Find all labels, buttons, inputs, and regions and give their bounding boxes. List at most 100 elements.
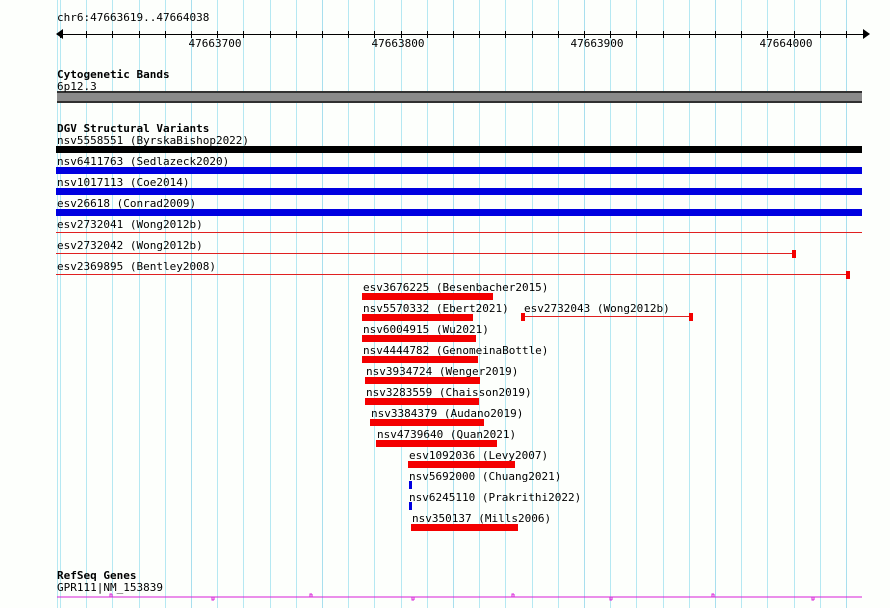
- variant-bar-nsv6411763[interactable]: [56, 167, 862, 174]
- variant-cap-right-esv2732043: [689, 313, 693, 321]
- variant-label-nsv1017113[interactable]: nsv1017113 (Coe2014): [57, 176, 190, 189]
- ruler-tick: [374, 31, 375, 38]
- gridline: [715, 0, 716, 608]
- gridline: [689, 0, 690, 608]
- axis-left-arrow-icon: [56, 29, 63, 39]
- variant-bar-nsv350137[interactable]: [411, 524, 518, 531]
- gridline: [374, 0, 375, 608]
- variant-label-nsv350137[interactable]: nsv350137 (Mills2006): [412, 512, 552, 525]
- variant-bar-nsv4739640[interactable]: [376, 440, 497, 447]
- ruler-tick-label: 47663800: [371, 37, 425, 50]
- gridline: [767, 0, 768, 608]
- ruler-tick: [60, 31, 61, 38]
- variant-label-esv3676225[interactable]: esv3676225 (Besenbacher2015): [363, 281, 549, 294]
- ruler-tick: [820, 31, 821, 38]
- variant-bar-nsv3934724[interactable]: [365, 377, 480, 384]
- gridline: [636, 0, 637, 608]
- variant-label-esv2732041[interactable]: esv2732041 (Wong2012b): [57, 218, 203, 231]
- gridline: [112, 0, 113, 608]
- variant-bar-esv1092036[interactable]: [408, 461, 515, 468]
- variant-line-esv2369895[interactable]: [56, 274, 850, 275]
- locus-label: chr6:47663619..47664038: [57, 11, 210, 24]
- variant-label-nsv3384379[interactable]: nsv3384379 (Audano2019): [371, 407, 524, 420]
- ruler-tick: [610, 31, 611, 38]
- variant-label-esv26618[interactable]: esv26618 (Conrad2009): [57, 197, 197, 210]
- section-title-refseq-genes: RefSeq Genes: [57, 569, 137, 582]
- variant-label-nsv4739640[interactable]: nsv4739640 (Quan2021): [377, 428, 517, 441]
- ruler-tick: [139, 31, 140, 38]
- variant-label-nsv3934724[interactable]: nsv3934724 (Wenger2019): [366, 365, 519, 378]
- variant-label-nsv6004915[interactable]: nsv6004915 (Wu2021): [363, 323, 489, 336]
- gridline: [558, 0, 559, 608]
- variant-label-esv2369895[interactable]: esv2369895 (Bentley2008): [57, 260, 216, 273]
- ruler-tick: [191, 31, 192, 38]
- ruler-tick: [217, 31, 218, 38]
- gene-model-GPR111|NM_153839[interactable]: [0, 588, 890, 606]
- section-title-cytogenetic-bands: Cytogenetic Bands: [57, 68, 170, 81]
- variant-label-esv1092036[interactable]: esv1092036 (Levy2007): [409, 449, 549, 462]
- variant-cap-right-esv2732042: [792, 250, 796, 258]
- variant-bar-esv26618[interactable]: [56, 209, 862, 216]
- ruler-tick: [165, 31, 166, 38]
- ruler-tick: [270, 31, 271, 38]
- ruler-tick: [846, 31, 847, 38]
- gridline: [86, 0, 87, 608]
- variant-bar-nsv5558551[interactable]: [56, 146, 862, 153]
- variant-label-nsv4444782[interactable]: nsv4444782 (GenomeinaBottle): [363, 344, 549, 357]
- gridline: [191, 0, 192, 608]
- gridline: [322, 0, 323, 608]
- ruler-tick: [112, 31, 113, 38]
- axis-right-arrow-icon: [863, 29, 870, 39]
- variant-label-nsv5558551[interactable]: nsv5558551 (ByrskaBishop2022): [57, 134, 250, 147]
- variant-bar-nsv3283559[interactable]: [365, 398, 479, 405]
- ruler-tick: [401, 31, 402, 38]
- ruler-tick: [532, 31, 533, 38]
- ruler-tick-label: 47663900: [570, 37, 624, 50]
- variant-bar-nsv6004915[interactable]: [362, 335, 476, 342]
- variant-label-esv2732042[interactable]: esv2732042 (Wong2012b): [57, 239, 203, 252]
- cytoband-segment[interactable]: [57, 91, 862, 103]
- variant-label-nsv6245110[interactable]: nsv6245110 (Prakrithi2022): [409, 491, 582, 504]
- variant-label-nsv5570332[interactable]: nsv5570332 (Ebert2021): [363, 302, 509, 315]
- variant-label-nsv3283559[interactable]: nsv3283559 (Chaisson2019): [366, 386, 532, 399]
- gridline: [427, 0, 428, 608]
- variant-label-esv2732043[interactable]: esv2732043 (Wong2012b): [524, 302, 670, 315]
- variant-cap-left-esv2732043: [521, 313, 525, 321]
- cytoband-label: 6p12.3: [57, 80, 97, 93]
- gene-transcript-line: [57, 593, 862, 601]
- ruler-tick: [348, 31, 349, 38]
- ruler-tick: [243, 31, 244, 38]
- variant-bar-nsv5570332[interactable]: [362, 314, 473, 321]
- ruler-tick: [427, 31, 428, 38]
- gene-label-GPR111|NM_153839[interactable]: GPR111|NM_153839: [57, 581, 163, 594]
- variant-bar-nsv5692000[interactable]: [409, 481, 412, 489]
- variant-bar-nsv3384379[interactable]: [370, 419, 484, 426]
- ruler-tick: [86, 31, 87, 38]
- variant-line-esv2732043[interactable]: [521, 316, 693, 317]
- gridline: [532, 0, 533, 608]
- ruler-tick: [558, 31, 559, 38]
- variant-bar-nsv6245110[interactable]: [409, 502, 412, 510]
- gridline: [401, 0, 402, 608]
- variant-line-esv2732041[interactable]: [56, 232, 862, 233]
- ruler-tick: [741, 31, 742, 38]
- ruler-tick: [322, 31, 323, 38]
- gridline: [270, 0, 271, 608]
- gridline: [846, 0, 847, 608]
- variant-bar-nsv1017113[interactable]: [56, 188, 862, 195]
- ruler-tick: [505, 31, 506, 38]
- variant-line-esv2732042[interactable]: [56, 253, 796, 254]
- axis-line: [57, 34, 865, 35]
- gridline: [453, 0, 454, 608]
- variant-bar-esv3676225[interactable]: [362, 293, 493, 300]
- variant-label-nsv6411763[interactable]: nsv6411763 (Sedlazeck2020): [57, 155, 230, 168]
- variant-label-nsv5692000[interactable]: nsv5692000 (Chuang2021): [409, 470, 562, 483]
- variant-bar-nsv4444782[interactable]: [362, 356, 478, 363]
- variant-cap-right-esv2369895: [846, 271, 850, 279]
- gridline: [794, 0, 795, 608]
- ruler-tick: [715, 31, 716, 38]
- gridline: [584, 0, 585, 608]
- gridline: [57, 0, 58, 608]
- ruler-tick: [794, 31, 795, 38]
